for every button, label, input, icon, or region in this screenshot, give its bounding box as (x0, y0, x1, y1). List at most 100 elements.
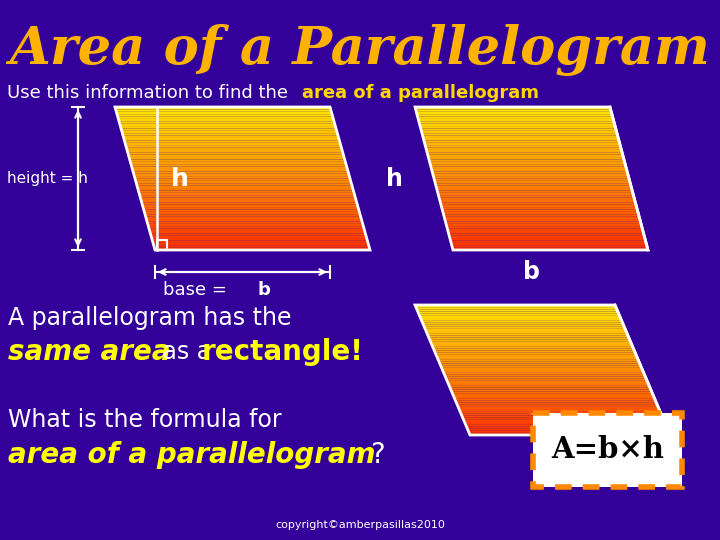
Polygon shape (122, 133, 338, 136)
Text: ?: ? (370, 441, 384, 469)
Polygon shape (467, 429, 668, 431)
Polygon shape (420, 126, 616, 129)
Polygon shape (445, 376, 646, 379)
Polygon shape (438, 359, 639, 361)
Polygon shape (135, 181, 351, 183)
Text: rectangle!: rectangle! (202, 338, 364, 366)
Polygon shape (444, 214, 639, 217)
Polygon shape (432, 171, 628, 174)
Polygon shape (433, 174, 629, 176)
Polygon shape (428, 154, 624, 157)
Polygon shape (145, 214, 361, 217)
Polygon shape (450, 238, 645, 240)
Polygon shape (419, 122, 614, 124)
Polygon shape (451, 245, 647, 248)
Polygon shape (148, 226, 364, 228)
Polygon shape (461, 413, 662, 415)
Polygon shape (143, 207, 359, 210)
Polygon shape (144, 212, 360, 214)
Text: b: b (258, 281, 271, 299)
Text: same area: same area (8, 338, 171, 366)
Polygon shape (125, 143, 341, 145)
Polygon shape (144, 210, 359, 212)
Polygon shape (434, 179, 629, 181)
Polygon shape (421, 131, 617, 133)
Polygon shape (438, 193, 634, 195)
Polygon shape (442, 210, 638, 212)
Polygon shape (426, 331, 627, 333)
Polygon shape (139, 193, 355, 195)
Polygon shape (418, 314, 620, 316)
FancyBboxPatch shape (533, 413, 682, 487)
Polygon shape (425, 143, 620, 145)
Text: area of a parallelogram: area of a parallelogram (8, 441, 376, 469)
Polygon shape (143, 205, 358, 207)
Polygon shape (127, 150, 343, 152)
Polygon shape (130, 162, 346, 164)
Polygon shape (121, 129, 337, 131)
Polygon shape (433, 176, 629, 179)
Polygon shape (448, 383, 649, 385)
Polygon shape (427, 333, 628, 335)
Polygon shape (457, 404, 658, 407)
Polygon shape (464, 422, 665, 424)
Polygon shape (445, 219, 640, 221)
Polygon shape (447, 381, 648, 383)
Polygon shape (436, 183, 631, 186)
Polygon shape (431, 164, 626, 166)
Polygon shape (149, 228, 364, 231)
Polygon shape (437, 357, 638, 359)
Polygon shape (425, 329, 626, 331)
Polygon shape (431, 166, 626, 169)
Polygon shape (453, 394, 654, 396)
Polygon shape (444, 372, 644, 374)
Polygon shape (428, 335, 629, 338)
Text: height = h: height = h (7, 171, 88, 186)
Polygon shape (436, 188, 632, 191)
Polygon shape (140, 198, 356, 200)
Polygon shape (140, 195, 356, 198)
Polygon shape (433, 346, 634, 348)
Polygon shape (444, 374, 645, 376)
Polygon shape (131, 164, 346, 166)
Polygon shape (441, 207, 637, 210)
Polygon shape (423, 325, 624, 327)
Polygon shape (468, 431, 669, 433)
Polygon shape (416, 112, 612, 114)
Polygon shape (151, 235, 366, 238)
Polygon shape (117, 112, 332, 114)
Text: A parallelogram has the: A parallelogram has the (8, 306, 292, 330)
Polygon shape (424, 140, 619, 143)
Polygon shape (423, 322, 624, 325)
Polygon shape (420, 318, 621, 320)
Polygon shape (415, 107, 611, 110)
Polygon shape (146, 219, 362, 221)
Polygon shape (449, 385, 650, 387)
Polygon shape (451, 392, 652, 394)
Polygon shape (454, 396, 654, 398)
Polygon shape (464, 420, 665, 422)
Polygon shape (433, 348, 634, 350)
Polygon shape (150, 231, 365, 233)
Polygon shape (134, 174, 349, 176)
Text: A=b×h: A=b×h (551, 435, 664, 464)
Polygon shape (117, 117, 333, 119)
Polygon shape (467, 427, 667, 429)
Polygon shape (451, 389, 652, 392)
Polygon shape (451, 243, 647, 245)
Polygon shape (125, 140, 340, 143)
Polygon shape (440, 363, 641, 366)
Text: area of a parallelogram: area of a parallelogram (302, 84, 539, 102)
Polygon shape (415, 305, 616, 307)
Polygon shape (418, 312, 618, 314)
Polygon shape (469, 433, 670, 435)
Polygon shape (128, 154, 344, 157)
Polygon shape (441, 368, 642, 370)
Polygon shape (446, 224, 642, 226)
Polygon shape (427, 152, 623, 154)
Polygon shape (444, 217, 640, 219)
Polygon shape (117, 114, 333, 117)
Text: b: b (523, 260, 540, 284)
Polygon shape (152, 238, 367, 240)
Polygon shape (122, 131, 338, 133)
